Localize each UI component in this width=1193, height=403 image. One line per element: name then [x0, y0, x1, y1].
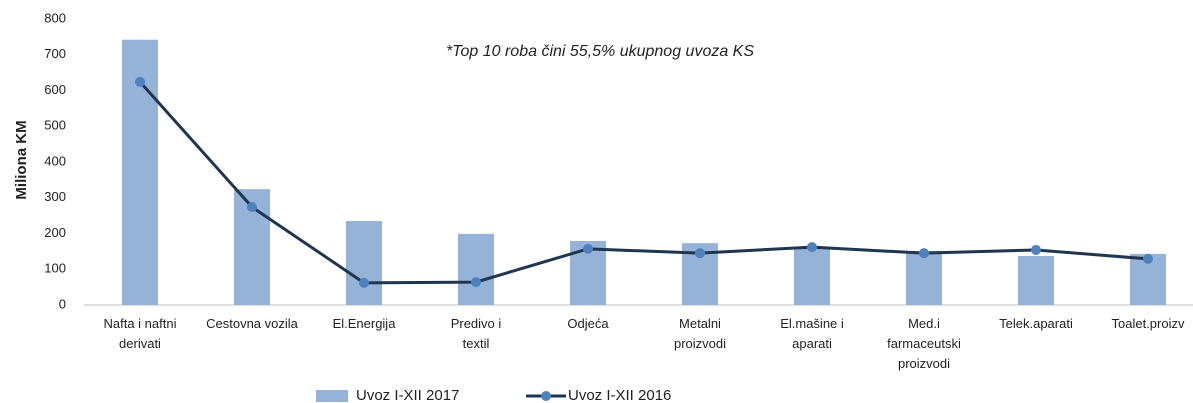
line-point [247, 202, 257, 213]
x-tick-label: Toalet.proizv [1112, 316, 1185, 331]
bar [906, 251, 942, 305]
bar [458, 233, 494, 305]
x-tick-label: Nafta i naftni derivati [104, 316, 177, 351]
x-tick-label: Med.i farmaceutski proizvodi [887, 316, 961, 371]
line-point [919, 248, 929, 259]
bar [1018, 256, 1054, 305]
x-tick-label: Metalni proizvodi [674, 316, 726, 351]
line-point [695, 248, 705, 259]
y-axis-label: Miliona KM [13, 120, 30, 199]
legend-label: Uvoz I-XII 2017 [356, 387, 459, 403]
legend-label: Uvoz I-XII 2016 [568, 387, 671, 403]
y-tick-label: 800 [44, 10, 66, 25]
y-tick-label: 600 [44, 82, 66, 97]
line-point [1143, 253, 1153, 264]
legend-marker [541, 391, 551, 401]
y-tick-label: 200 [44, 225, 66, 240]
line-point [1031, 244, 1041, 255]
y-tick-label: 500 [44, 118, 66, 133]
line-point [583, 243, 593, 254]
y-tick-label: 300 [44, 189, 66, 204]
x-tick-label: El.mašine i aparati [780, 316, 844, 351]
line-point [135, 76, 145, 87]
y-tick-label: 400 [44, 153, 66, 168]
y-tick-label: 100 [44, 261, 66, 276]
bar [794, 246, 830, 305]
line-point [359, 277, 369, 288]
y-tick-label: 0 [59, 296, 66, 311]
x-tick-label: Predivo i textil [451, 316, 502, 351]
line [138, 80, 1149, 285]
x-tick-label: Cestovna vozila [206, 316, 299, 331]
y-tick-label: 700 [44, 46, 66, 61]
line-point [807, 242, 817, 253]
line-point [471, 277, 481, 288]
bar [346, 220, 382, 305]
annotation: *Top 10 roba čini 55,5% ukupnog uvoza KS [446, 43, 754, 60]
x-tick-label: El.Energija [333, 316, 397, 331]
legend-swatch [316, 390, 348, 402]
x-tick-label: Telek.aparati [999, 316, 1073, 331]
x-tick-label: Odjeća [567, 316, 609, 331]
